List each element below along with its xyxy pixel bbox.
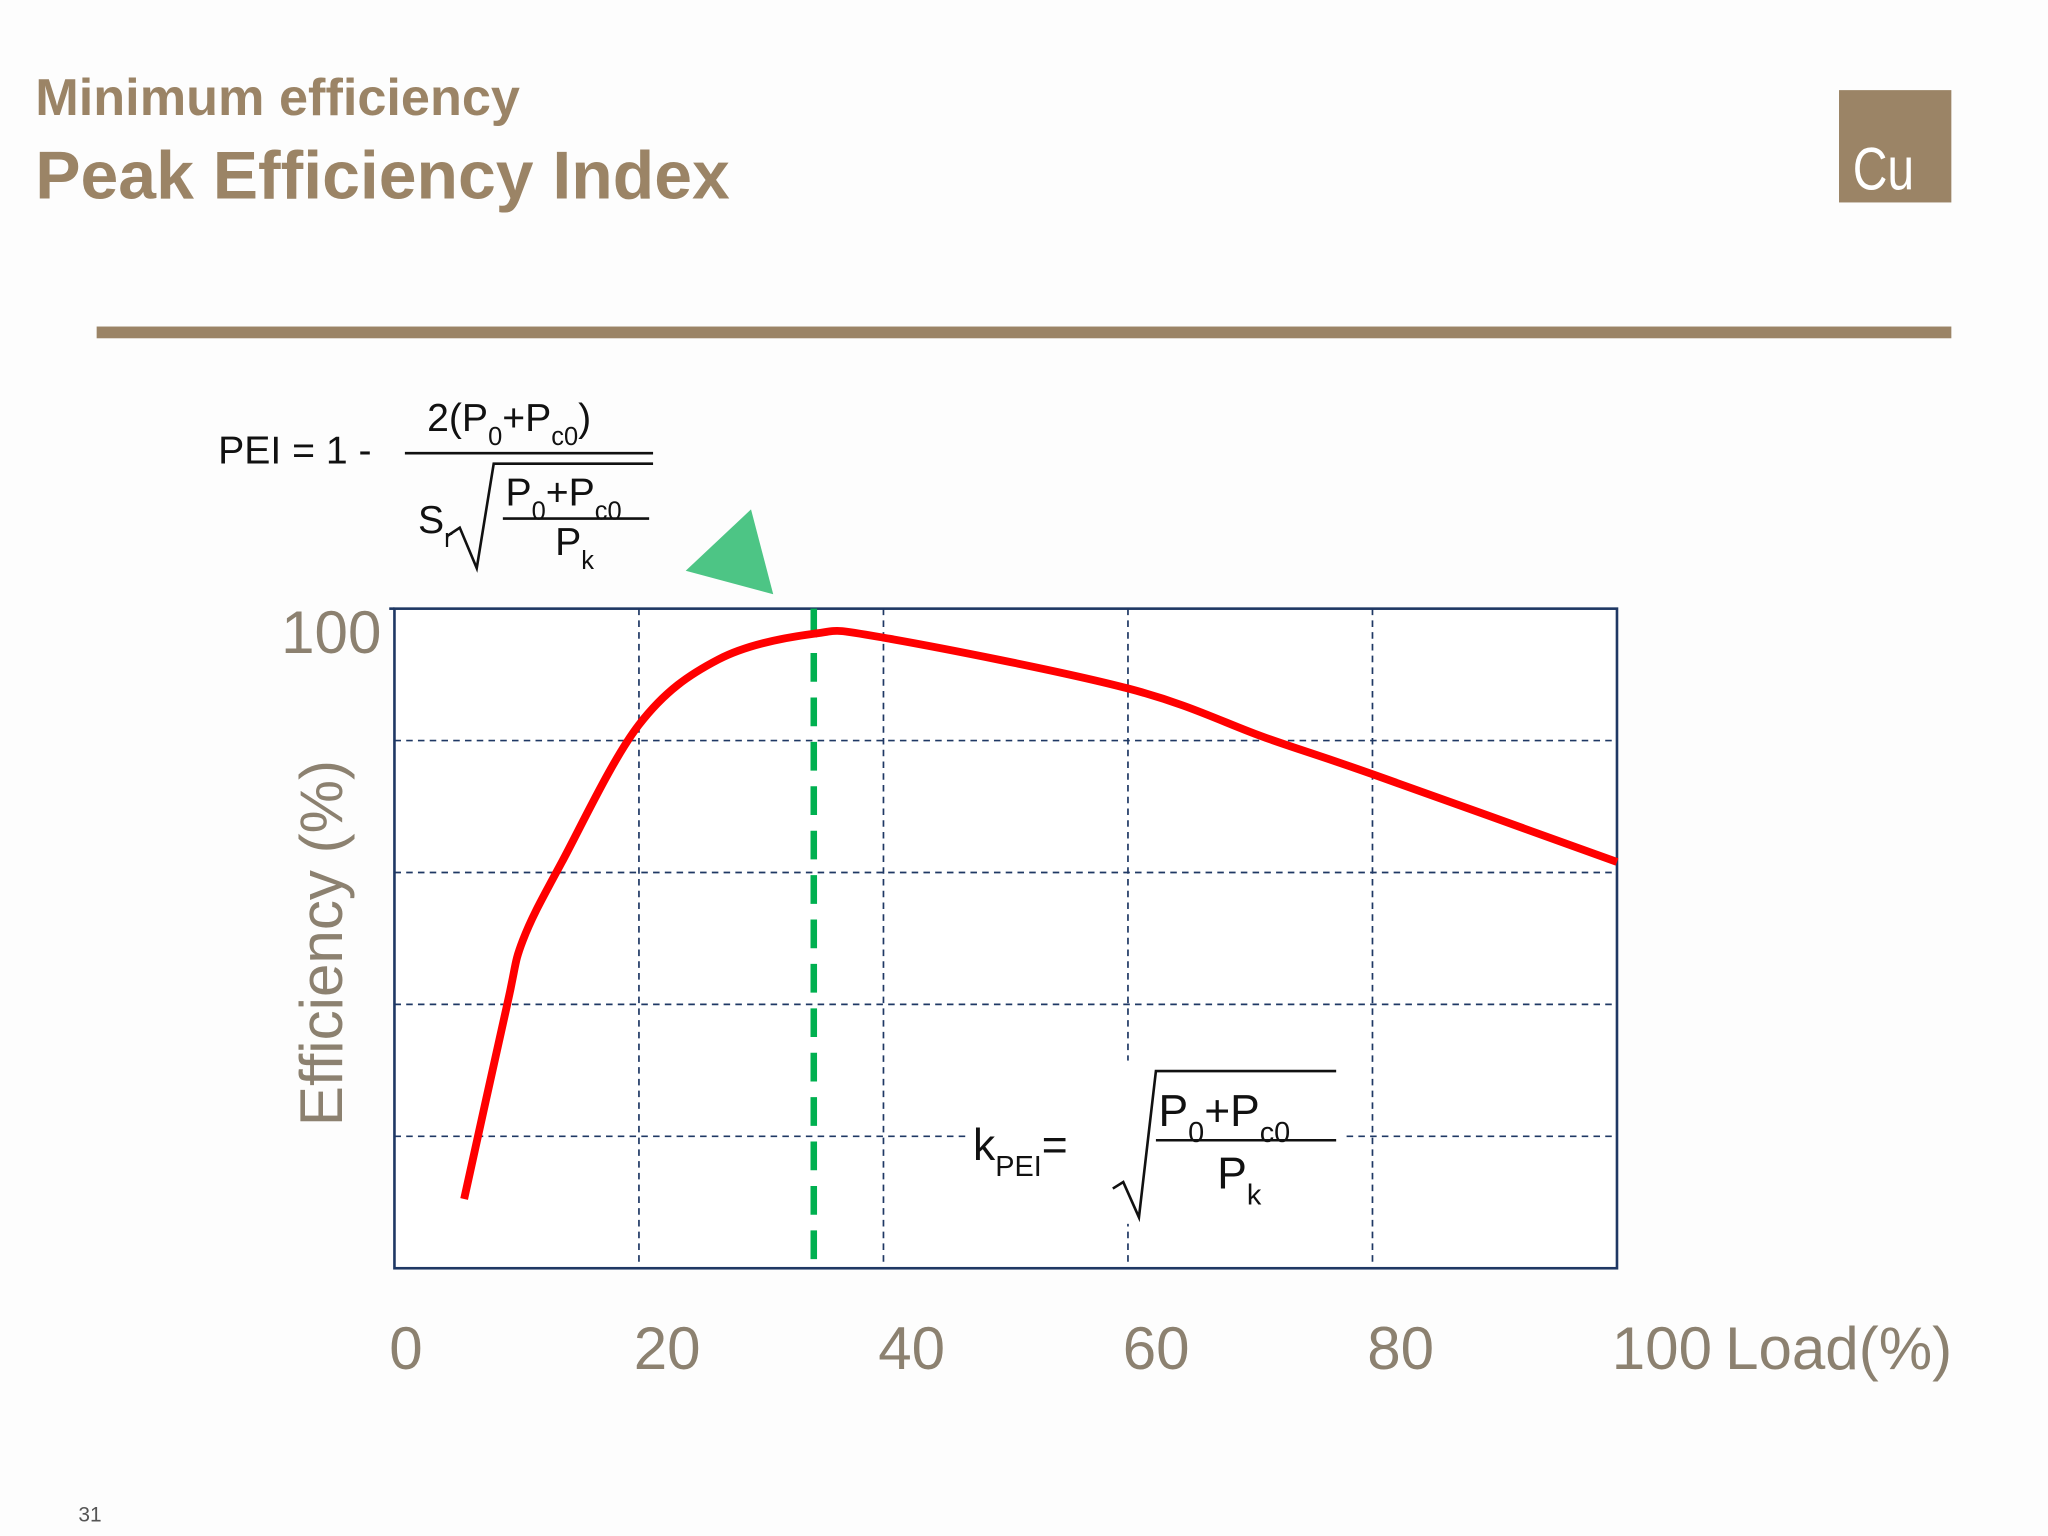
subscript: r xyxy=(444,525,453,553)
x-tick-label: 100 xyxy=(1612,1315,1712,1382)
formula-part: +P xyxy=(502,397,551,440)
x-tick-label: 80 xyxy=(1367,1315,1434,1382)
formula-part: P xyxy=(1159,1087,1189,1136)
formula-part: P xyxy=(505,471,531,514)
formula-part: 2(P xyxy=(427,397,488,440)
x-tick-label: 0 xyxy=(389,1315,422,1382)
page-number: 31 xyxy=(78,1504,101,1527)
x-axis-label: Load(%) xyxy=(1725,1315,1952,1382)
subscript: k xyxy=(581,547,594,575)
formula-text: PEI = 1 - xyxy=(218,430,371,473)
formula-text: Sr xyxy=(418,499,453,553)
subscript: c0 xyxy=(1260,1117,1290,1149)
x-tick-label: 20 xyxy=(634,1315,701,1382)
formula-text: kPEI= xyxy=(973,1121,1068,1183)
subscript: 0 xyxy=(488,423,502,451)
subscript: 0 xyxy=(532,497,546,525)
formula-text: P0+Pc0 xyxy=(1159,1087,1291,1149)
formula-part: P xyxy=(1217,1150,1247,1199)
formula-text: P0+Pc0 xyxy=(505,471,621,525)
subscript: 0 xyxy=(1188,1117,1204,1149)
formula-part: +P xyxy=(546,471,595,514)
subtitle: Minimum efficiency xyxy=(35,69,520,127)
title: Peak Efficiency Index xyxy=(35,139,730,214)
formula-text: Pk xyxy=(555,521,594,575)
formula-part: P xyxy=(555,521,581,564)
y-axis-label: Efficiency (%) xyxy=(288,760,355,1126)
subscript: PEI xyxy=(995,1151,1042,1183)
subscript: k xyxy=(1247,1180,1262,1212)
pointer-triangle xyxy=(685,509,774,595)
logo: Cu xyxy=(1853,135,1914,202)
header-rule xyxy=(96,326,1952,339)
formula-text: 2(P0+Pc0) xyxy=(427,397,591,451)
x-tick-label: 40 xyxy=(878,1315,945,1382)
subscript: c0 xyxy=(551,423,578,451)
y-tick-label: 100 xyxy=(281,599,381,666)
subscript: c0 xyxy=(595,497,622,525)
x-tick-label: 60 xyxy=(1123,1315,1190,1382)
formula-part: S xyxy=(418,499,444,542)
efficiency-curve xyxy=(460,626,1619,1200)
formula-text: Pk xyxy=(1217,1150,1262,1212)
formula-part: k xyxy=(973,1121,996,1170)
formula-part: = xyxy=(1042,1121,1068,1170)
formula-part: ) xyxy=(578,397,591,440)
formula-part: +P xyxy=(1204,1087,1260,1136)
logo-box xyxy=(1839,90,1952,203)
